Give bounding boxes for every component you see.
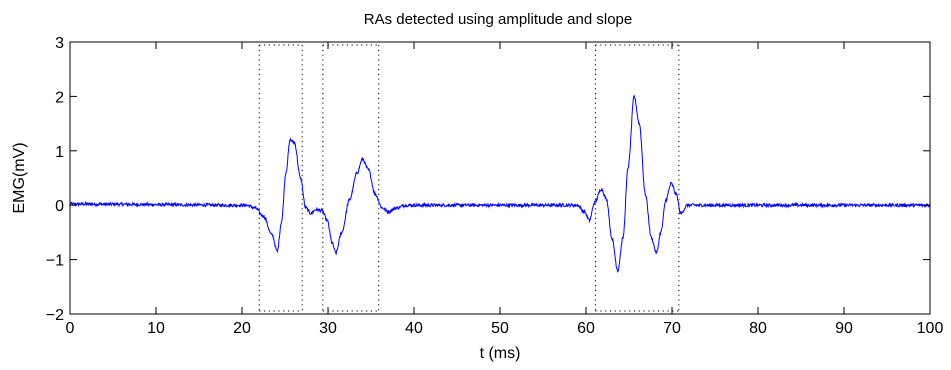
chart-title: RAs detected using amplitude and slope [364, 11, 633, 28]
x-tick-label: 20 [233, 320, 251, 337]
x-tick-label: 30 [319, 320, 337, 337]
series-layer [69, 94, 931, 274]
detection-markers [258, 44, 680, 312]
x-axis-ticks: 0 10 20 30 40 50 60 70 80 90 100 [66, 42, 944, 337]
plot-area [70, 42, 930, 314]
y-tick-label: 1 [55, 144, 64, 161]
x-tick-label: 70 [663, 320, 681, 337]
x-tick-label: 60 [577, 320, 595, 337]
y-tick-label: 2 [55, 89, 64, 106]
x-tick-label: 0 [66, 320, 75, 337]
x-tick-label: 90 [835, 320, 853, 337]
emg-signal-line [69, 94, 931, 274]
y-tick-label: 0 [55, 198, 64, 215]
y-axis-ticks: −2 −1 0 1 2 3 [46, 35, 930, 324]
x-axis-label: t (ms) [480, 345, 521, 362]
y-tick-label: −2 [46, 307, 64, 324]
x-tick-label: 80 [749, 320, 767, 337]
x-tick-label: 40 [405, 320, 423, 337]
x-tick-label: 100 [917, 320, 944, 337]
y-tick-label: −1 [46, 253, 64, 270]
y-axis-label: EMG(mV) [11, 142, 28, 213]
x-tick-label: 10 [147, 320, 165, 337]
y-tick-label: 3 [55, 35, 64, 52]
x-tick-label: 50 [491, 320, 509, 337]
